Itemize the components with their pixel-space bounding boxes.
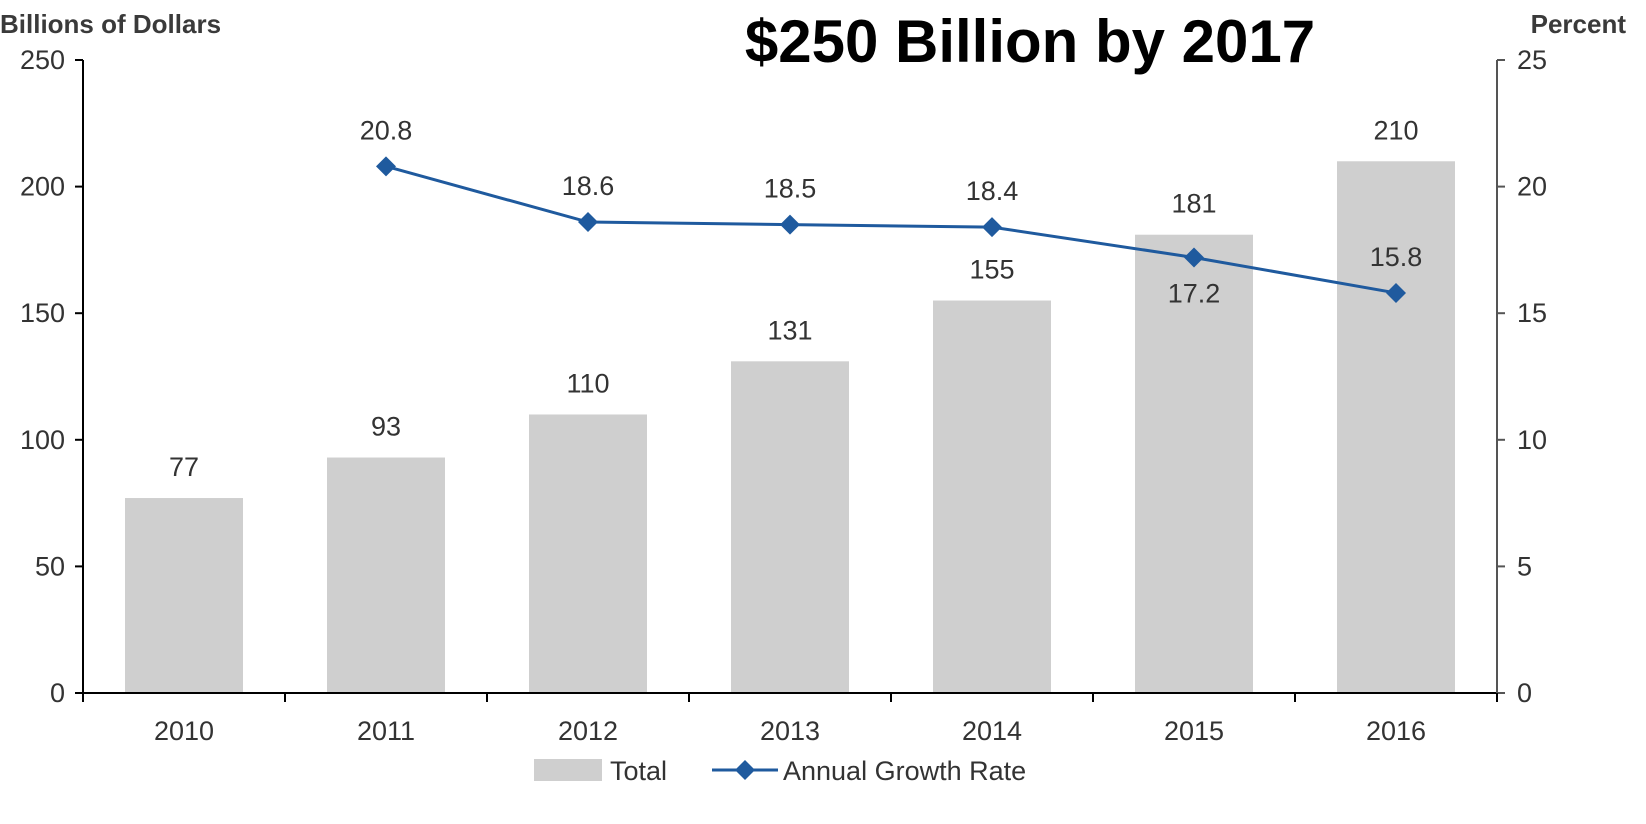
bar-2014 [933,300,1051,693]
left-tick-label: 0 [50,678,65,708]
x-tick-label: 2016 [1366,716,1426,746]
right-tick-label: 0 [1517,678,1532,708]
right-tick-label: 10 [1517,425,1547,455]
data-labels-layer: 77 93 110 131 155 181 210 20.8 18.6 18.5 18.4 17.2 1… [169,115,1422,482]
bar-2010 [125,498,243,693]
legend-label-growth: Annual Growth Rate [783,756,1026,786]
bar-value-label-2013: 131 [767,315,812,345]
left-tick-label: 250 [20,45,65,75]
growth-rate-line [385,164,1397,295]
growth-rate-label-2011: 20.8 [360,115,413,145]
bar-value-label-2014: 155 [969,255,1014,285]
bar-2015 [1135,234,1253,693]
right-tick-label: 25 [1517,45,1547,75]
left-tick-label: 50 [35,551,65,581]
bar-2016 [1337,161,1455,693]
growth-rate-marker-2012 [578,212,598,233]
right-tick-label: 5 [1517,551,1532,581]
bar-value-label-2012: 110 [566,368,609,398]
right-tick-label: 20 [1517,172,1547,202]
bar-value-label-2010: 77 [169,452,199,482]
bar-value-label-2011: 93 [371,412,401,442]
legend-swatch-total [534,759,602,781]
growth-rate-label-2013: 18.5 [764,174,817,204]
x-tick-label: 2015 [1164,716,1224,746]
bar-2013 [731,361,849,693]
left-tick-label: 100 [20,425,65,455]
legend: Total Annual Growth Rate [534,756,1026,786]
growth-rate-marker-2014 [982,217,1002,238]
right-axis-title: Percent [1531,9,1627,39]
growth-line-layer [376,156,1406,303]
legend-swatch-diamond [735,760,755,780]
bar-value-label-2015: 181 [1171,189,1216,219]
growth-rate-marker-2011 [376,156,396,177]
legend-label-total: Total [610,756,667,786]
x-tick-label: 2013 [760,716,820,746]
left-axis-title: Billions of Dollars [0,9,221,39]
growth-rate-label-2012: 18.6 [562,171,615,201]
growth-rate-marker-2015 [1184,247,1204,268]
x-tick-label: 2012 [558,716,618,746]
bar-2012 [529,414,647,693]
growth-rate-label-2016: 15.8 [1370,242,1423,272]
right-tick-label: 15 [1517,298,1547,328]
bar-2011 [327,457,445,693]
growth-rate-marker-2013 [780,214,800,235]
growth-rate-label-2014: 18.4 [966,176,1019,206]
chart-title: $250 Billion by 2017 [745,8,1315,75]
bar-value-label-2016: 210 [1373,115,1418,145]
bars-layer [125,161,1455,693]
x-tick-label: 2011 [357,716,415,746]
growth-rate-marker-2016 [1386,282,1406,303]
growth-rate-label-2015: 17.2 [1168,278,1221,308]
x-tick-label: 2014 [962,716,1022,746]
axes-layer: 0 50 100 150 200 250 0 5 10 15 20 25 2010 2011 2012 201… [20,45,1547,746]
left-tick-label: 150 [20,298,65,328]
x-tick-label: 2010 [154,716,214,746]
left-tick-label: 200 [20,172,65,202]
